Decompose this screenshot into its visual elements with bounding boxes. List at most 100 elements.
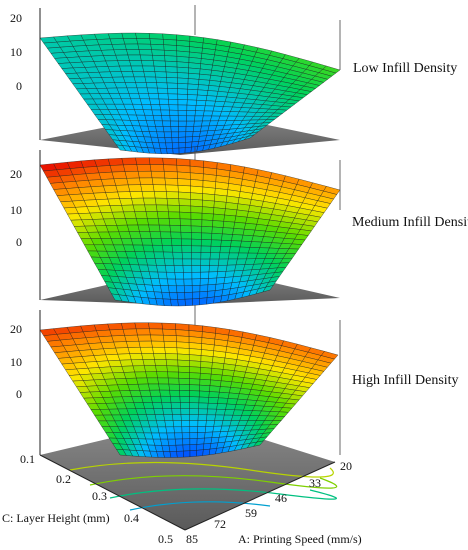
surface-cell — [96, 38, 113, 46]
surface-cell — [200, 367, 212, 375]
surface-cell — [208, 265, 219, 273]
surface-cell — [152, 60, 166, 67]
surface-cell — [162, 126, 172, 133]
surface-cell — [168, 104, 179, 111]
surface-cell — [190, 219, 203, 227]
surface-cell — [206, 90, 219, 97]
surface-cell — [176, 335, 190, 343]
surface-cell — [184, 285, 193, 293]
surface-cell — [95, 198, 111, 207]
surface-cell — [197, 432, 206, 439]
surface-cell — [182, 265, 193, 273]
surface-cell — [139, 231, 152, 239]
surface-cell — [159, 148, 168, 154]
surface-cell — [177, 185, 191, 193]
surface-cell — [212, 213, 225, 222]
surface-cell — [128, 93, 141, 99]
surface-cell — [137, 43, 152, 50]
surface-cell — [176, 292, 186, 300]
surface-cell — [218, 252, 230, 260]
surface-cell — [85, 172, 102, 181]
floor-plane — [40, 418, 335, 530]
surface-cell — [222, 227, 234, 235]
surface-cell — [113, 341, 129, 349]
surface-cell — [163, 39, 177, 46]
surface-cell — [156, 131, 166, 138]
surface-cell — [183, 278, 193, 286]
surface-cell — [96, 329, 112, 337]
surface-cell — [136, 87, 149, 94]
surface-cell — [130, 238, 144, 246]
surface-cell — [155, 365, 168, 372]
surface-cell — [167, 371, 179, 379]
surface-cell — [203, 110, 214, 117]
surface-cell — [201, 213, 214, 221]
surface-cell — [203, 443, 212, 450]
surface-cell — [150, 104, 161, 111]
surface-cell — [136, 258, 148, 266]
surface-cell — [121, 71, 135, 78]
surface-cell — [197, 420, 207, 427]
surface-cell — [155, 204, 169, 212]
surface-cell — [162, 451, 172, 458]
surface-cell — [124, 43, 140, 50]
surface-cell — [119, 198, 134, 206]
surface-cell — [85, 44, 102, 52]
surface-cell — [127, 347, 142, 354]
surface-cell — [156, 420, 167, 428]
surface-cell — [111, 335, 127, 343]
surface-cell — [107, 32, 124, 40]
surface-cell — [103, 347, 118, 355]
surface-cell — [159, 231, 172, 239]
contour-line — [89, 475, 338, 489]
surface-cell — [162, 245, 173, 253]
c-axis-title: C: Layer Height (mm) — [2, 511, 110, 525]
a-tick-label: 20 — [340, 459, 352, 473]
surface-cell — [135, 32, 151, 39]
surface-cell — [157, 218, 171, 226]
surface-cell — [212, 425, 223, 433]
surface-cell — [218, 392, 230, 399]
surface-cell — [155, 76, 168, 84]
surface-cell — [116, 87, 130, 94]
a-tick-label: 46 — [275, 491, 287, 505]
surface-cell — [191, 245, 202, 253]
surface-cell — [98, 44, 115, 51]
surface-cell — [80, 33, 98, 41]
surface-cell — [121, 32, 137, 39]
surface-cell — [150, 44, 165, 51]
surface-cell — [172, 252, 183, 260]
surface-cell — [180, 414, 190, 421]
surface-cell — [163, 44, 177, 52]
surface-cell — [180, 408, 190, 415]
surface-cell — [210, 246, 221, 253]
surface-cell — [127, 224, 140, 232]
surface-cell — [210, 373, 223, 381]
surface-cell — [146, 87, 159, 94]
surface-cell — [177, 72, 189, 79]
surface-cell — [83, 330, 100, 338]
z-tick-label: 0 — [16, 79, 22, 93]
surface-cell — [199, 379, 211, 386]
surface-cell — [67, 34, 84, 42]
surface-cell — [111, 211, 126, 219]
surface-cell — [107, 323, 124, 331]
surface-cell — [94, 158, 111, 167]
surface-cell — [105, 60, 120, 67]
surface-cell — [200, 265, 210, 273]
surface-cell — [168, 377, 180, 385]
surface-cell — [197, 426, 206, 433]
surface-cell — [173, 258, 184, 266]
surface-cell — [141, 191, 156, 199]
surface-cell — [114, 82, 128, 89]
z-tick-label: 20 — [10, 322, 22, 336]
surface-cell — [229, 246, 241, 254]
surface-cell — [232, 228, 245, 236]
surface-cell — [136, 218, 149, 226]
surface-cell — [163, 164, 178, 173]
surface-cell — [187, 89, 199, 96]
surface-cell — [149, 38, 164, 45]
surface-cell — [213, 207, 226, 216]
surface-cell — [254, 224, 268, 232]
